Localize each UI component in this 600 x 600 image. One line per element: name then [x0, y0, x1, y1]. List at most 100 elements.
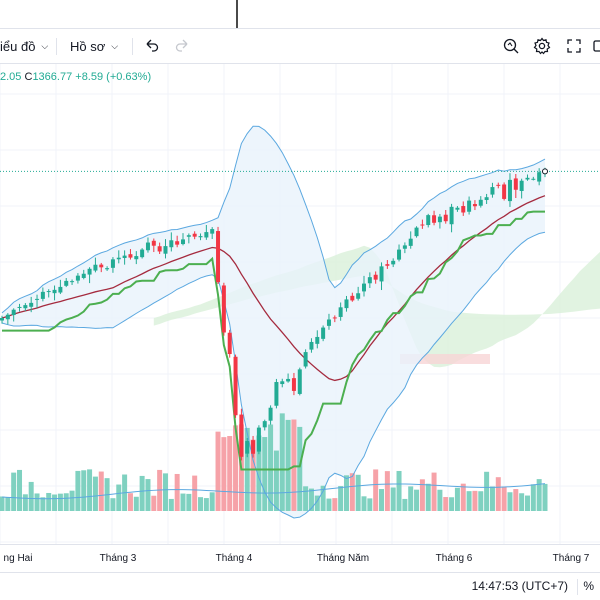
volume-bar [408, 486, 414, 511]
volume-bar [34, 493, 40, 511]
profile-label: Hồ sơ [70, 38, 106, 54]
candle-body [414, 227, 419, 237]
price-chart[interactable] [0, 64, 600, 544]
volume-bar [162, 473, 168, 511]
candle-body [525, 177, 530, 180]
volume-bar [379, 489, 385, 511]
volume-bar [425, 483, 431, 511]
candle-body [449, 206, 454, 225]
x-tick-label: ng Hai [3, 553, 33, 564]
volume-bar [419, 479, 425, 511]
chart-toolbar: iểu đồ ⌵ Hồ sơ ⌵ [0, 28, 600, 64]
volume-bar [209, 492, 215, 511]
candle-body [315, 336, 320, 344]
candle-body [110, 259, 115, 268]
candle-body [251, 440, 256, 454]
volume-bar [495, 477, 501, 511]
status-bar: 14:47:53 (UTC+7) % [0, 572, 600, 600]
volume-bar [110, 498, 116, 511]
candle-body [40, 291, 45, 299]
volume-bar [127, 493, 133, 511]
volume-bar [431, 472, 437, 511]
candle-body [373, 274, 378, 280]
candle-body [23, 305, 28, 309]
candle-body [186, 235, 191, 237]
volume-bar [192, 475, 198, 511]
chart-type-dropdown[interactable]: iểu đồ ⌵ [0, 29, 48, 63]
candle-body [262, 421, 267, 428]
volume-bar [530, 484, 536, 511]
volume-bar [52, 494, 58, 511]
volume-bar [472, 490, 478, 511]
bollinger-lower [1, 231, 546, 519]
volume-bar [57, 493, 63, 511]
redo-icon[interactable] [172, 29, 192, 63]
window-top-strip [0, 0, 600, 28]
candle-body [437, 216, 442, 223]
magnifier-icon[interactable] [500, 29, 522, 63]
candle-body [151, 240, 156, 246]
gear-icon[interactable] [531, 29, 553, 63]
candle-body [432, 215, 437, 223]
volume-bar [250, 439, 256, 511]
snapshot-icon[interactable] [590, 29, 600, 63]
candle-body [5, 314, 10, 320]
candle-body [210, 229, 215, 234]
volume-bar [133, 496, 139, 511]
volume-bar [75, 470, 81, 511]
candle-body [0, 317, 4, 321]
volume-bar [466, 491, 472, 511]
candle-body [46, 291, 51, 293]
volume-average-line [1, 483, 546, 500]
volume-bar [5, 497, 11, 511]
volume-bar [22, 494, 28, 511]
undo-icon[interactable] [142, 29, 162, 63]
volume-bar [174, 473, 180, 511]
volume-bar [98, 471, 104, 511]
bollinger-upper [1, 125, 546, 314]
volume-bar [17, 469, 23, 511]
volume-bar [63, 493, 69, 511]
volume-bar [262, 437, 268, 511]
ichimoku-cloud-bearish [400, 354, 490, 364]
candle-body [99, 264, 104, 268]
volume-bar [542, 483, 548, 511]
candle-body [513, 178, 518, 190]
volume-bar [367, 498, 373, 511]
volume-bar [92, 476, 98, 511]
volume-bar [384, 471, 390, 511]
volume-bar [87, 469, 93, 511]
candle-body [81, 273, 86, 278]
chart-type-label: iểu đồ [0, 38, 36, 54]
volume-bar [291, 419, 297, 511]
volume-bar [151, 495, 157, 511]
volume-bar [279, 413, 285, 511]
volume-bar [116, 484, 122, 511]
candle-body [157, 246, 162, 252]
candle-body [490, 187, 495, 195]
candle-body [397, 249, 402, 260]
candle-body [455, 207, 460, 210]
candle-body [379, 266, 384, 282]
candle-body [280, 381, 285, 385]
candle-body [75, 275, 80, 281]
candle-body [478, 199, 483, 206]
candle-body [297, 369, 302, 394]
legend-change: +8.59 [75, 71, 104, 83]
volume-bar [186, 493, 192, 511]
volume-bar [273, 450, 279, 511]
percent-toggle[interactable]: % [583, 579, 594, 593]
candle-body [239, 414, 244, 457]
candle-body [303, 352, 308, 367]
fullscreen-icon[interactable] [563, 29, 585, 63]
volume-bar [449, 497, 455, 511]
profile-dropdown[interactable]: Hồ sơ ⌵ [70, 29, 118, 63]
clock-time[interactable]: 14:47:53 (UTC+7) [471, 579, 568, 593]
volume-bar [390, 487, 396, 511]
toolbar-divider [132, 38, 133, 55]
candle-body [332, 317, 337, 319]
candle-body [385, 264, 390, 266]
time-axis[interactable]: ng Hai Tháng 3 Tháng 4 Tháng Năm Tháng 6… [0, 544, 600, 572]
volume-bar [478, 491, 484, 511]
candle-body [134, 256, 139, 260]
